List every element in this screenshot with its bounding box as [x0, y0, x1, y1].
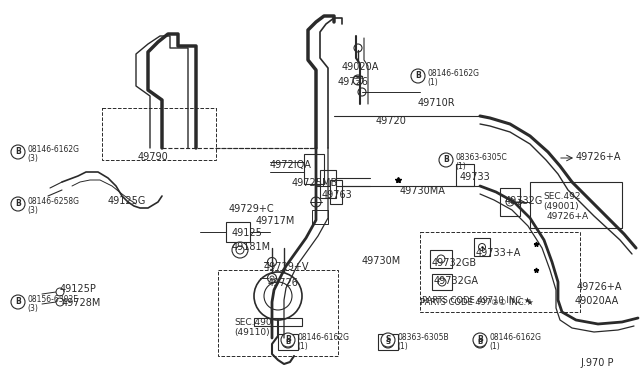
Circle shape: [268, 257, 276, 266]
Text: S: S: [385, 339, 390, 345]
Text: 49726: 49726: [338, 77, 369, 87]
Circle shape: [474, 336, 486, 348]
Text: S: S: [385, 336, 390, 344]
Circle shape: [311, 197, 321, 207]
Bar: [456, 164, 474, 186]
Circle shape: [282, 336, 294, 348]
Text: 49790: 49790: [138, 152, 169, 162]
Bar: [432, 274, 452, 290]
Bar: [304, 154, 324, 184]
Text: 49763: 49763: [322, 190, 353, 200]
Text: (1): (1): [455, 163, 466, 171]
Text: (49110): (49110): [234, 328, 269, 337]
Text: 08146-6162G: 08146-6162G: [489, 333, 541, 341]
Text: 08363-6305B: 08363-6305B: [397, 333, 449, 341]
Bar: [218, 270, 338, 356]
Text: 49730M: 49730M: [362, 256, 401, 266]
Bar: [330, 180, 342, 204]
Text: B: B: [477, 339, 483, 345]
Text: 49733+A: 49733+A: [476, 248, 522, 258]
Text: (1): (1): [297, 343, 308, 352]
Text: 49726+A: 49726+A: [577, 282, 623, 292]
Text: 49729+C: 49729+C: [229, 204, 275, 214]
Circle shape: [439, 153, 453, 167]
Text: (3): (3): [27, 305, 38, 314]
Text: 49733: 49733: [460, 172, 491, 182]
Text: (1): (1): [489, 343, 500, 352]
Bar: [430, 250, 452, 268]
Bar: [500, 188, 520, 216]
Circle shape: [254, 272, 302, 320]
Text: 49729+V: 49729+V: [264, 262, 310, 272]
Bar: [420, 232, 580, 312]
Text: 49730MA: 49730MA: [400, 186, 446, 196]
Text: 4972IQA: 4972IQA: [270, 160, 312, 170]
Text: 49732GB: 49732GB: [432, 258, 477, 268]
Bar: [278, 334, 298, 350]
Circle shape: [473, 333, 487, 347]
Circle shape: [56, 298, 64, 306]
Text: B: B: [15, 199, 21, 208]
Text: B: B: [15, 298, 21, 307]
Bar: [320, 170, 336, 198]
Bar: [254, 318, 302, 326]
Circle shape: [11, 295, 25, 309]
Circle shape: [11, 145, 25, 159]
Circle shape: [382, 336, 394, 348]
Text: 49717M: 49717M: [256, 216, 296, 226]
Text: 49020AA: 49020AA: [575, 296, 620, 306]
Text: 08156-6302E: 08156-6302E: [27, 295, 78, 304]
Text: 49728M: 49728M: [62, 298, 101, 308]
Text: B: B: [415, 71, 421, 80]
Text: B: B: [285, 336, 291, 344]
Text: B: B: [15, 148, 21, 157]
Text: 08146-6162G: 08146-6162G: [297, 333, 349, 341]
Text: SEC.490: SEC.490: [234, 318, 271, 327]
Text: 49710R: 49710R: [418, 98, 456, 108]
Text: 49720: 49720: [376, 116, 407, 126]
Text: (1): (1): [427, 78, 438, 87]
Text: J.970 P: J.970 P: [580, 358, 614, 368]
Text: PARTS CODE 497②① INC.★: PARTS CODE 497②① INC.★: [420, 298, 534, 307]
Text: (3): (3): [27, 206, 38, 215]
Bar: [378, 334, 398, 350]
Text: 08146-6162G: 08146-6162G: [27, 144, 79, 154]
Text: 08146-6162G: 08146-6162G: [427, 68, 479, 77]
Text: 49125G: 49125G: [108, 196, 147, 206]
Bar: [226, 222, 250, 242]
Text: (49001): (49001): [543, 202, 579, 211]
Text: 49732G: 49732G: [505, 196, 543, 206]
Circle shape: [411, 69, 425, 83]
Text: PARTS CODE 49710 INC.★: PARTS CODE 49710 INC.★: [422, 296, 531, 305]
Text: B: B: [477, 336, 483, 344]
Circle shape: [232, 242, 248, 258]
Text: SEC.492: SEC.492: [543, 192, 580, 201]
Text: B: B: [443, 155, 449, 164]
Text: 49725MB: 49725MB: [292, 178, 339, 188]
Bar: [312, 210, 328, 224]
Text: 49726: 49726: [268, 278, 299, 288]
Text: 49732GA: 49732GA: [434, 276, 479, 286]
Circle shape: [56, 288, 64, 296]
Bar: [530, 182, 622, 228]
Text: 49020A: 49020A: [342, 62, 380, 72]
Circle shape: [268, 273, 276, 282]
Text: (3): (3): [27, 154, 38, 164]
Circle shape: [353, 75, 363, 85]
Bar: [102, 108, 216, 160]
Text: 49181M: 49181M: [232, 242, 271, 252]
Text: 49125: 49125: [232, 228, 263, 238]
Circle shape: [381, 333, 395, 347]
Text: 49125P: 49125P: [60, 284, 97, 294]
Circle shape: [281, 333, 295, 347]
Text: (1): (1): [397, 343, 408, 352]
Circle shape: [11, 197, 25, 211]
Text: 08146-6258G: 08146-6258G: [27, 196, 79, 205]
Bar: [474, 238, 490, 256]
Text: 49726+A: 49726+A: [547, 212, 589, 221]
Text: B: B: [285, 339, 291, 345]
Text: 08363-6305C: 08363-6305C: [455, 153, 507, 161]
Text: 49726+A: 49726+A: [576, 152, 621, 162]
